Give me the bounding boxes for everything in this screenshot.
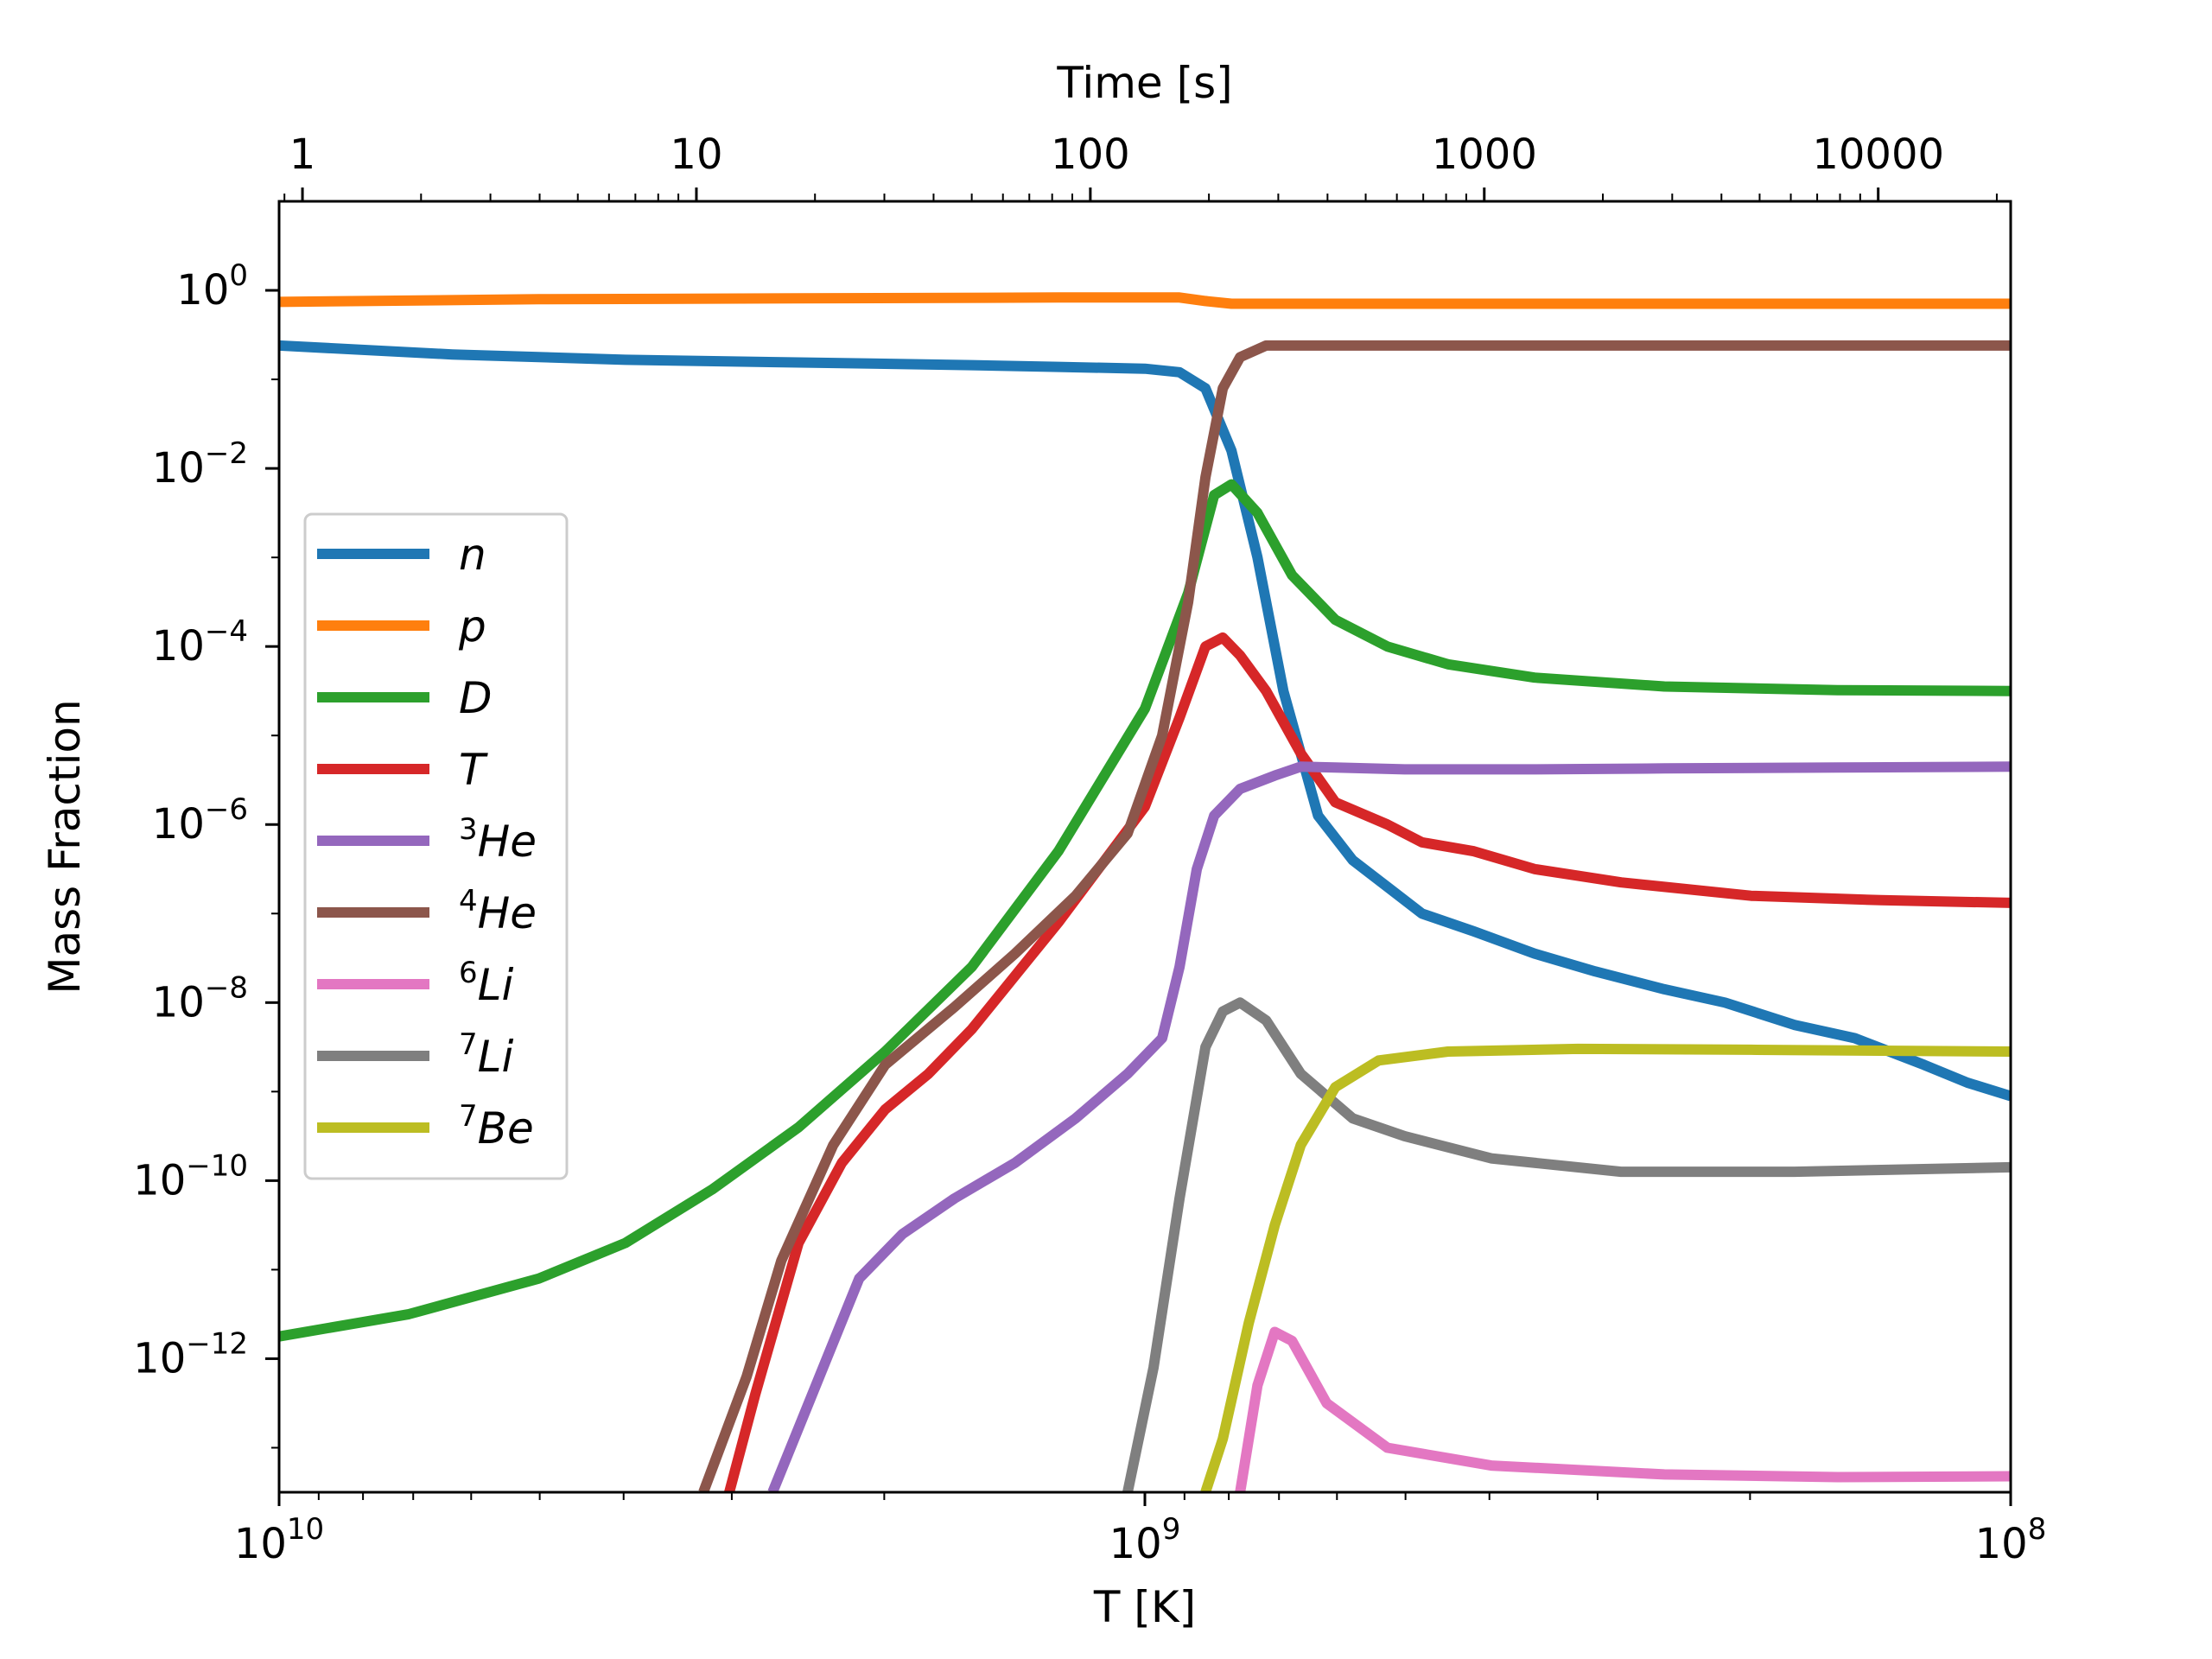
series-group [279,292,2011,1492]
y-tick-label: 100 [176,258,248,315]
series-line-p [279,292,2011,309]
series-line-7Be [1200,1043,2011,1492]
x-tick-label: 109 [1109,1512,1181,1568]
y-tick-label: 10−10 [133,1148,248,1205]
series-line-4He [698,340,2011,1492]
series-line-n [279,340,2011,1102]
legend-label-3He: 3He [459,812,537,867]
legend-label-n: n [459,530,486,580]
legend-label-4He: 4He [459,884,537,938]
y-tick-label: 10−6 [152,792,248,849]
legend-box [303,512,569,1180]
legend-label-T: T [459,745,488,795]
y-tick-label: 10−12 [133,1326,248,1382]
legend-label-p: p [458,601,486,652]
y-axis-title: Mass Fraction [40,699,90,994]
series-line-3He [767,761,2011,1492]
top-tick-label: 1 [289,130,316,179]
y-tick-label: 10−2 [152,436,248,493]
axes-group: 1010 109 108 1 10 100 1000 10000 100 10−2 10−4 10−6… [133,130,2046,1568]
legend-label-7Li: 7Li [459,1027,513,1082]
top-tick-label: 10 [670,130,722,179]
x-axis-title: T [K] [1093,1582,1196,1632]
top-tick-label: 10000 [1812,130,1944,179]
legend-label-D: D [459,673,493,723]
x-tick-label: 108 [1975,1512,2047,1568]
legend-label-6Li: 6Li [459,956,513,1010]
y-tick-label: 10−8 [152,970,248,1027]
y-tick-label: 10−4 [152,614,248,671]
x-tick-label: 1010 [234,1512,324,1568]
top-tick-label: 1000 [1432,130,1537,179]
top-tick-label: 100 [1051,130,1130,179]
series-line-7Li [1122,997,2011,1492]
legend-label-7Be: 7Be [459,1099,534,1154]
series-line-T [724,632,2011,1492]
top-axis-title: Time [s] [1056,58,1232,108]
series-line-6Li [1235,1326,2011,1492]
